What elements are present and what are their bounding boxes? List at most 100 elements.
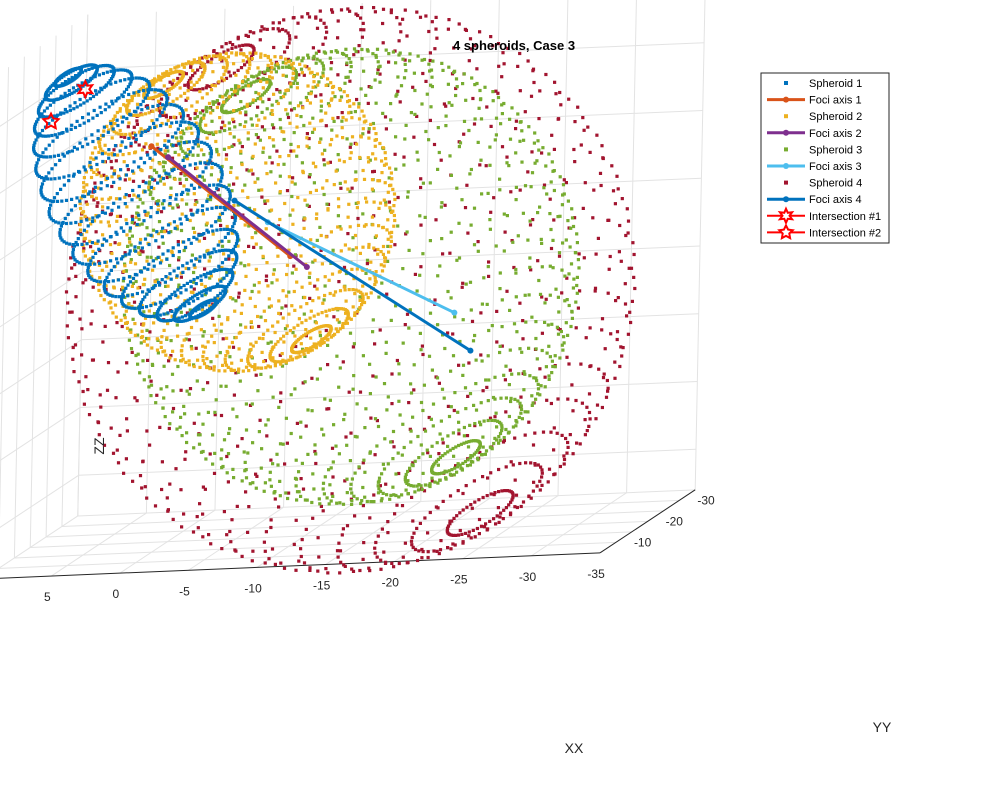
spheroid-point — [185, 281, 189, 285]
plot-area[interactable] — [32, 5, 637, 575]
spheroid-point — [61, 152, 65, 156]
spheroid-point — [278, 442, 283, 446]
spheroid-point — [241, 43, 245, 47]
spheroid-point — [159, 229, 163, 234]
spheroid-point — [583, 433, 587, 437]
spheroid-point — [67, 174, 71, 178]
spheroid-point — [428, 69, 432, 73]
spheroid-point — [152, 186, 156, 191]
spheroid-point — [142, 378, 146, 382]
spheroid-point — [201, 344, 205, 348]
spheroid-point — [562, 335, 566, 339]
spheroid-point — [379, 489, 383, 493]
spheroid-point — [630, 299, 634, 303]
spheroid-point — [213, 296, 217, 300]
spheroid-point — [125, 417, 129, 421]
spheroid-point — [153, 152, 157, 156]
spheroid-point — [214, 139, 218, 144]
spheroid-point — [214, 206, 218, 210]
spheroid-point — [517, 372, 521, 376]
spheroid-point — [224, 111, 228, 115]
spheroid-point — [57, 221, 61, 225]
spheroid-point — [491, 90, 495, 94]
spheroid-point — [201, 387, 205, 392]
spheroid-point — [328, 143, 332, 147]
spheroid-point — [261, 146, 266, 150]
spheroid-point — [275, 278, 279, 282]
spheroid-point — [205, 221, 209, 225]
spheroid-point — [308, 568, 312, 572]
spheroid-point — [255, 474, 259, 478]
spheroid-point — [176, 140, 180, 144]
spheroid-point — [221, 120, 225, 124]
spheroid-point — [340, 51, 345, 56]
spheroid-point — [424, 14, 428, 18]
spheroid-point — [196, 132, 200, 136]
spheroid-point — [151, 104, 155, 109]
spheroid-point — [549, 180, 553, 184]
spheroid-point — [407, 401, 411, 405]
spheroid-point — [331, 475, 335, 479]
spheroid-point — [573, 216, 577, 220]
spheroid-point — [513, 397, 517, 401]
spheroid-point — [436, 274, 440, 278]
spheroid-point — [129, 144, 133, 148]
spheroid-point — [91, 358, 95, 362]
spheroid-point — [161, 241, 165, 245]
spheroid-point — [190, 347, 194, 351]
spheroid-point — [68, 108, 72, 112]
spheroid-point — [275, 149, 279, 153]
spheroid-point — [301, 381, 305, 385]
spheroid-point — [39, 185, 44, 189]
spheroid-point — [344, 311, 348, 315]
spheroid-point — [109, 121, 113, 126]
spheroid-point — [570, 316, 574, 320]
spheroid-point — [488, 218, 492, 222]
spheroid-point — [137, 76, 141, 80]
spheroid-point — [465, 434, 470, 438]
spheroid-point — [463, 206, 468, 210]
spheroid-point — [602, 372, 606, 376]
spheroid-point — [164, 93, 168, 98]
spheroid-point — [498, 177, 502, 181]
spheroid-point — [362, 28, 366, 32]
spheroid-point — [233, 218, 237, 223]
spheroid-point — [179, 488, 183, 492]
spheroid-point — [117, 205, 121, 209]
spheroid-point — [324, 124, 328, 128]
spheroid-point — [364, 407, 368, 411]
spheroid-point — [41, 195, 45, 199]
spheroid-point — [261, 150, 265, 154]
spheroid-point — [196, 144, 200, 148]
spheroid-point — [256, 366, 260, 370]
spheroid-point — [490, 418, 494, 422]
spheroid-point — [439, 419, 443, 423]
spheroid-point — [312, 181, 316, 185]
spheroid-point — [198, 502, 202, 506]
spheroid-point — [155, 348, 160, 352]
spheroid-point — [315, 212, 319, 216]
spheroid-point — [248, 296, 252, 300]
spheroid-point — [225, 273, 229, 277]
spheroid-point — [192, 192, 196, 196]
spheroid-point — [68, 242, 72, 246]
spheroid-point — [191, 68, 195, 73]
spheroid-point — [261, 337, 265, 341]
spheroid-point — [97, 260, 101, 264]
spheroid-point — [514, 271, 518, 275]
spheroid-point — [212, 471, 217, 475]
spheroid-point — [325, 314, 329, 318]
spheroid-point — [304, 527, 308, 531]
spheroid-point — [147, 375, 151, 379]
spheroid-point — [201, 512, 205, 516]
spheroid-point — [106, 63, 110, 68]
spheroid-point — [384, 157, 388, 161]
spheroid-point — [90, 309, 94, 313]
spheroid-point — [108, 213, 112, 217]
spheroid-point — [161, 103, 165, 107]
spheroid-point — [401, 57, 405, 61]
spheroid-point — [307, 91, 311, 96]
spheroid-point — [248, 363, 252, 367]
spheroid-point — [58, 228, 62, 232]
spheroid-point — [205, 110, 209, 114]
